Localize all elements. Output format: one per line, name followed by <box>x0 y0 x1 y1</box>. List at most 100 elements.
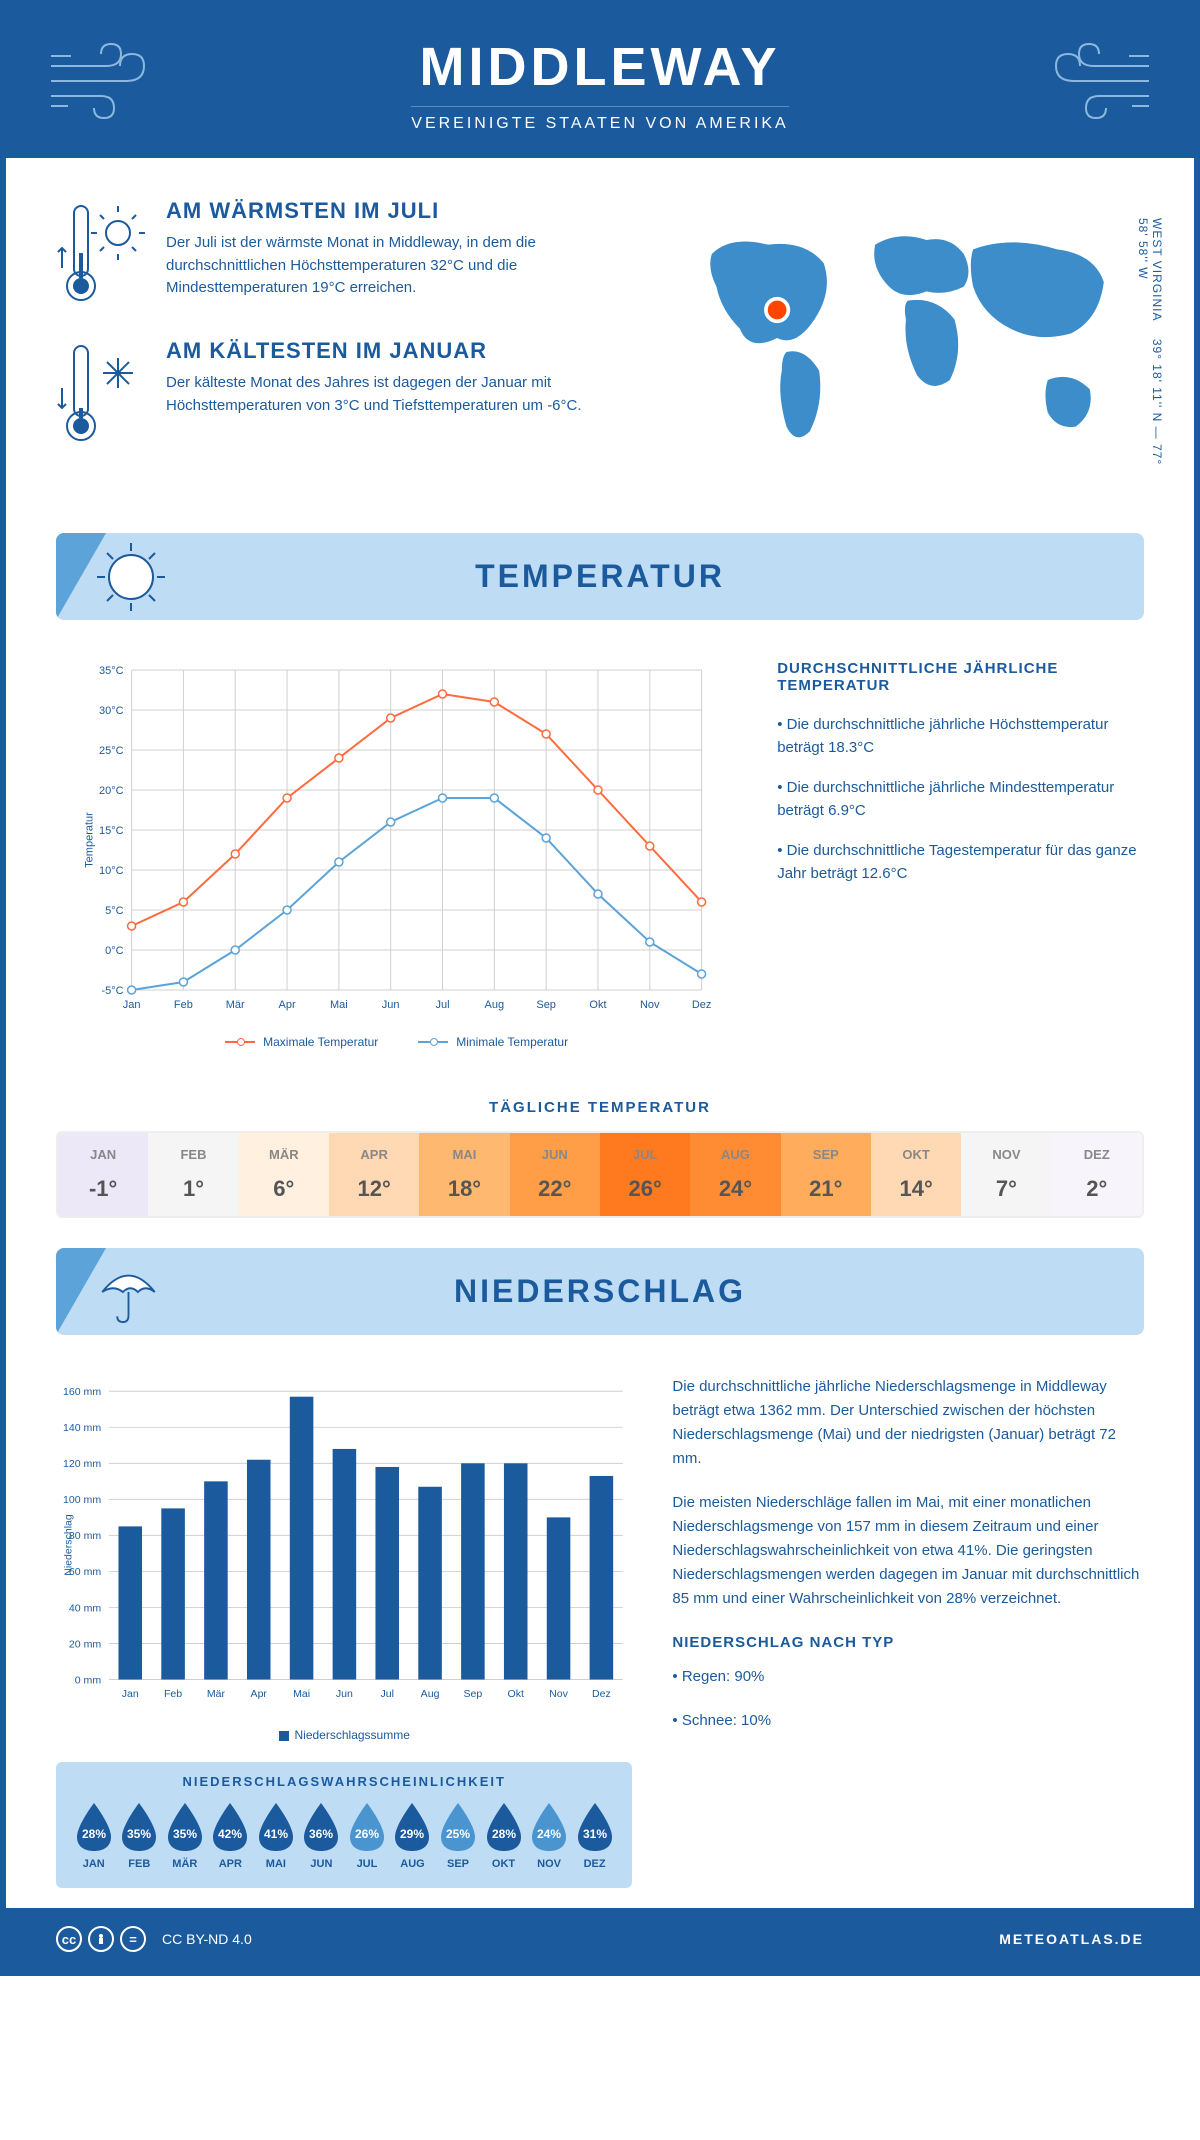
daily-temperature-grid: JAN-1°FEB1°MÄR6°APR12°MAI18°JUN22°JUL26°… <box>56 1131 1144 1218</box>
footer: cc = CC BY-ND 4.0 METEOATLAS.DE <box>6 1908 1194 1970</box>
svg-text:Aug: Aug <box>485 999 505 1011</box>
daily-cell: JUL26° <box>600 1133 690 1216</box>
cc-icon: cc <box>56 1926 82 1952</box>
svg-text:Mai: Mai <box>293 1688 310 1700</box>
svg-text:10°C: 10°C <box>99 865 124 877</box>
coldest-text: Der kälteste Monat des Jahres ist dagege… <box>166 372 632 417</box>
precip-title: NIEDERSCHLAG <box>454 1273 746 1309</box>
coldest-fact: AM KÄLTESTEN IM JANUAR Der kälteste Mona… <box>56 338 632 448</box>
wind-icon-right <box>1034 36 1154 126</box>
probability-drop: 31%DEZ <box>572 1801 618 1870</box>
svg-text:Niederschlag: Niederschlag <box>62 1514 74 1576</box>
svg-text:0 mm: 0 mm <box>75 1674 102 1686</box>
avg-title: DURCHSCHNITTLICHE JÄHRLICHE TEMPERATUR <box>777 660 1144 694</box>
temperature-section-header: TEMPERATUR <box>56 533 1144 620</box>
intro-section: AM WÄRMSTEN IM JULI Der Juli ist der wär… <box>6 158 1194 513</box>
line-chart-legend: Maximale Temperatur Minimale Temperatur <box>56 1035 737 1049</box>
daily-cell: SEP21° <box>781 1133 871 1216</box>
precip-charts: 0 mm20 mm40 mm60 mm80 mm100 mm120 mm140 … <box>56 1375 632 1888</box>
svg-text:Mai: Mai <box>330 999 348 1011</box>
svg-text:Apr: Apr <box>278 999 295 1011</box>
probability-drop: 35%FEB <box>117 1801 163 1870</box>
svg-text:30°C: 30°C <box>99 705 124 717</box>
precip-type-item: • Schnee: 10% <box>672 1709 1144 1733</box>
thermometer-hot-icon <box>56 198 146 308</box>
intro-facts: AM WÄRMSTEN IM JULI Der Juli ist der wär… <box>56 198 632 483</box>
precip-probability-box: NIEDERSCHLAGSWAHRSCHEINLICHKEIT 28%JAN35… <box>56 1762 632 1888</box>
warmest-title: AM WÄRMSTEN IM JULI <box>166 198 632 224</box>
daily-temperature-title: TÄGLICHE TEMPERATUR <box>6 1099 1194 1116</box>
header: MIDDLEWAY VEREINIGTE STAATEN VON AMERIKA <box>6 6 1194 158</box>
warmest-fact: AM WÄRMSTEN IM JULI Der Juli ist der wär… <box>56 198 632 308</box>
daily-cell: MAI18° <box>419 1133 509 1216</box>
page-title: MIDDLEWAY <box>26 36 1174 98</box>
nd-icon: = <box>120 1926 146 1952</box>
svg-text:28%: 28% <box>492 1827 516 1841</box>
temperature-line-chart: -5°C0°C5°C10°C15°C20°C25°C30°C35°CJanFeb… <box>56 660 737 1049</box>
svg-text:35%: 35% <box>173 1827 197 1841</box>
svg-text:0°C: 0°C <box>105 945 124 957</box>
world-map-icon <box>672 198 1144 478</box>
daily-cell: MÄR6° <box>239 1133 329 1216</box>
svg-text:40 mm: 40 mm <box>69 1602 101 1614</box>
temperature-body: -5°C0°C5°C10°C15°C20°C25°C30°C35°CJanFeb… <box>6 640 1194 1069</box>
warmest-text: Der Juli ist der wärmste Monat in Middle… <box>166 232 632 300</box>
svg-text:Nov: Nov <box>640 999 660 1011</box>
probability-drops: 28%JAN35%FEB35%MÄR42%APR41%MAI36%JUN26%J… <box>71 1801 617 1870</box>
svg-text:41%: 41% <box>264 1827 288 1841</box>
prob-title: NIEDERSCHLAGSWAHRSCHEINLICHKEIT <box>71 1774 617 1789</box>
svg-text:29%: 29% <box>400 1827 424 1841</box>
probability-drop: 24%NOV <box>526 1801 572 1870</box>
precip-body: 0 mm20 mm40 mm60 mm80 mm100 mm120 mm140 … <box>6 1355 1194 1908</box>
svg-text:Jun: Jun <box>336 1688 353 1700</box>
precip-para: Die durchschnittliche jährliche Niedersc… <box>672 1375 1144 1471</box>
svg-text:120 mm: 120 mm <box>63 1458 101 1470</box>
svg-text:25%: 25% <box>446 1827 470 1841</box>
probability-drop: 29%AUG <box>390 1801 436 1870</box>
svg-text:Feb: Feb <box>174 999 193 1011</box>
avg-item: • Die durchschnittliche jährliche Mindes… <box>777 777 1144 822</box>
precip-section-header: NIEDERSCHLAG <box>56 1248 1144 1335</box>
svg-text:Sep: Sep <box>536 999 556 1011</box>
svg-text:Okt: Okt <box>589 999 606 1011</box>
umbrella-icon <box>91 1254 166 1329</box>
svg-text:5°C: 5°C <box>105 905 124 917</box>
svg-text:26%: 26% <box>355 1827 379 1841</box>
svg-text:Mär: Mär <box>207 1688 226 1700</box>
daily-cell: OKT14° <box>871 1133 961 1216</box>
svg-text:-5°C: -5°C <box>101 985 123 997</box>
page-root: MIDDLEWAY VEREINIGTE STAATEN VON AMERIKA <box>0 0 1200 1976</box>
svg-text:36%: 36% <box>309 1827 333 1841</box>
svg-text:25°C: 25°C <box>99 745 124 757</box>
daily-cell: AUG24° <box>690 1133 780 1216</box>
svg-text:Okt: Okt <box>508 1688 524 1700</box>
svg-text:Mär: Mär <box>226 999 245 1011</box>
thermometer-cold-icon <box>56 338 146 448</box>
svg-text:35%: 35% <box>127 1827 151 1841</box>
coldest-title: AM KÄLTESTEN IM JANUAR <box>166 338 632 364</box>
svg-text:31%: 31% <box>583 1827 607 1841</box>
svg-text:Jul: Jul <box>435 999 449 1011</box>
precip-para: Die meisten Niederschläge fallen im Mai,… <box>672 1491 1144 1611</box>
svg-text:Dez: Dez <box>692 999 712 1011</box>
svg-text:Dez: Dez <box>592 1688 611 1700</box>
svg-text:24%: 24% <box>537 1827 561 1841</box>
svg-text:28%: 28% <box>82 1827 106 1841</box>
svg-text:Nov: Nov <box>549 1688 568 1700</box>
license-text: CC BY-ND 4.0 <box>162 1931 252 1947</box>
svg-text:Jan: Jan <box>123 999 141 1011</box>
sun-icon <box>91 537 171 617</box>
wind-icon-left <box>46 36 166 126</box>
svg-text:20°C: 20°C <box>99 785 124 797</box>
svg-text:42%: 42% <box>218 1827 242 1841</box>
probability-drop: 35%MÄR <box>162 1801 208 1870</box>
precip-type-title: NIEDERSCHLAG NACH TYP <box>672 1631 1144 1655</box>
svg-text:Aug: Aug <box>421 1688 440 1700</box>
intro-map: WEST VIRGINIA 39° 18' 11'' N — 77° 58' 5… <box>672 198 1144 483</box>
brand-label: METEOATLAS.DE <box>999 1931 1144 1947</box>
daily-cell: DEZ2° <box>1052 1133 1142 1216</box>
svg-text:Sep: Sep <box>464 1688 483 1700</box>
svg-text:Jun: Jun <box>382 999 400 1011</box>
probability-drop: 42%APR <box>208 1801 254 1870</box>
temperature-title: TEMPERATUR <box>475 558 725 594</box>
